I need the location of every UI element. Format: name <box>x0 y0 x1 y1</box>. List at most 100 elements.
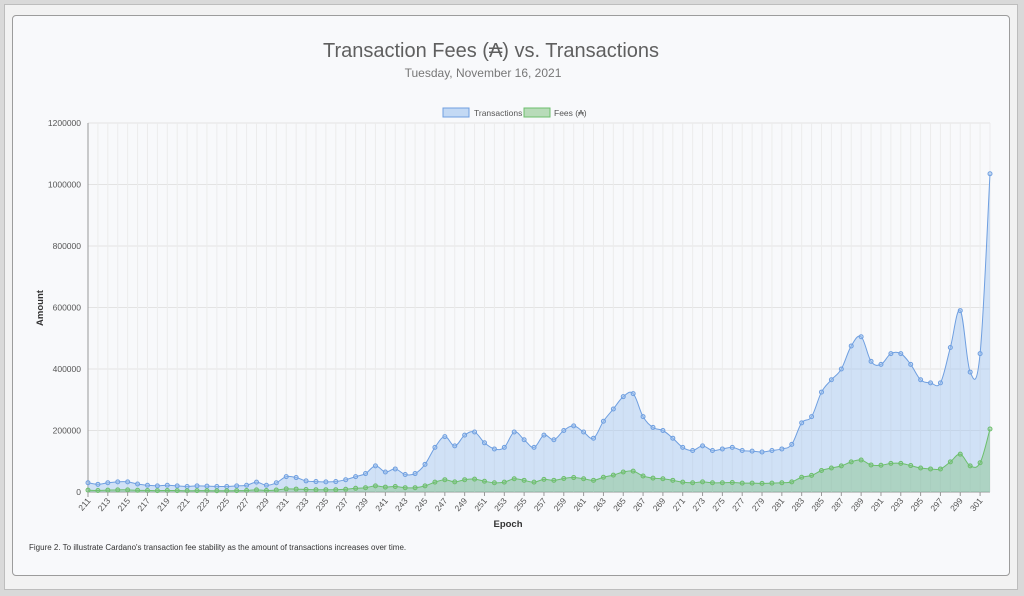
point-transactions[interactable] <box>184 483 190 489</box>
point-transactions[interactable] <box>472 429 478 435</box>
point-transactions[interactable] <box>918 377 924 383</box>
point-transactions[interactable] <box>630 391 636 397</box>
point-fees[interactable] <box>650 475 656 481</box>
point-transactions[interactable] <box>174 483 180 489</box>
point-fees[interactable] <box>700 479 706 485</box>
point-fees[interactable] <box>481 478 487 484</box>
point-fees[interactable] <box>214 488 220 494</box>
point-transactions[interactable] <box>422 461 428 467</box>
point-fees[interactable] <box>918 465 924 471</box>
point-transactions[interactable] <box>214 483 220 489</box>
point-fees[interactable] <box>303 487 309 493</box>
point-fees[interactable] <box>273 487 279 493</box>
point-fees[interactable] <box>164 487 170 493</box>
point-transactions[interactable] <box>977 351 983 357</box>
point-fees[interactable] <box>382 484 388 490</box>
point-transactions[interactable] <box>105 480 111 486</box>
legend-item-fees[interactable]: Fees (₳) <box>523 107 587 118</box>
point-transactions[interactable] <box>719 446 725 452</box>
legend-item-transactions[interactable]: Transactions <box>442 107 522 118</box>
point-transactions[interactable] <box>838 366 844 372</box>
point-transactions[interactable] <box>303 478 309 484</box>
point-transactions[interactable] <box>283 474 289 480</box>
point-fees[interactable] <box>779 480 785 486</box>
point-transactions[interactable] <box>442 434 448 440</box>
point-fees[interactable] <box>848 459 854 465</box>
point-transactions[interactable] <box>660 428 666 433</box>
point-fees[interactable] <box>858 457 864 463</box>
point-transactions[interactable] <box>769 447 775 453</box>
point-fees[interactable] <box>928 466 934 472</box>
point-fees[interactable] <box>878 462 884 468</box>
point-fees[interactable] <box>709 480 715 486</box>
point-transactions[interactable] <box>957 308 963 314</box>
point-transactions[interactable] <box>947 344 953 350</box>
point-transactions[interactable] <box>204 483 210 489</box>
point-fees[interactable] <box>799 474 805 480</box>
point-fees[interactable] <box>363 485 369 491</box>
point-transactions[interactable] <box>382 469 388 475</box>
point-fees[interactable] <box>244 487 250 493</box>
point-fees[interactable] <box>115 487 121 493</box>
point-fees[interactable] <box>135 487 141 493</box>
point-fees[interactable] <box>491 480 497 486</box>
point-transactions[interactable] <box>561 428 567 433</box>
point-transactions[interactable] <box>273 480 279 486</box>
point-fees[interactable] <box>333 487 339 493</box>
point-transactions[interactable] <box>759 449 765 455</box>
point-fees[interactable] <box>372 483 378 489</box>
point-fees[interactable] <box>888 460 894 466</box>
point-fees[interactable] <box>432 479 438 485</box>
point-transactions[interactable] <box>521 437 527 443</box>
point-transactions[interactable] <box>164 482 170 488</box>
point-fees[interactable] <box>660 476 666 482</box>
point-fees[interactable] <box>620 469 626 475</box>
point-fees[interactable] <box>392 483 398 489</box>
point-transactions[interactable] <box>234 483 240 489</box>
point-transactions[interactable] <box>818 389 824 395</box>
point-fees[interactable] <box>422 483 428 489</box>
point-transactions[interactable] <box>967 369 973 375</box>
point-fees[interactable] <box>442 477 448 483</box>
point-transactions[interactable] <box>739 447 745 453</box>
point-fees[interactable] <box>898 460 904 466</box>
point-transactions[interactable] <box>144 482 150 488</box>
point-transactions[interactable] <box>700 443 706 449</box>
point-fees[interactable] <box>511 476 517 482</box>
point-transactions[interactable] <box>452 443 458 449</box>
point-transactions[interactable] <box>868 358 874 364</box>
point-fees[interactable] <box>571 475 577 481</box>
point-fees[interactable] <box>144 487 150 493</box>
point-transactions[interactable] <box>85 480 91 486</box>
point-fees[interactable] <box>283 486 289 492</box>
point-transactions[interactable] <box>372 463 378 469</box>
point-transactions[interactable] <box>511 429 517 435</box>
point-fees[interactable] <box>353 485 359 491</box>
point-transactions[interactable] <box>402 471 408 477</box>
point-fees[interactable] <box>462 477 468 483</box>
point-fees[interactable] <box>174 488 180 494</box>
point-fees[interactable] <box>551 477 557 483</box>
point-transactions[interactable] <box>353 474 359 480</box>
point-fees[interactable] <box>937 466 943 472</box>
point-transactions[interactable] <box>244 482 250 488</box>
point-transactions[interactable] <box>729 444 735 450</box>
point-transactions[interactable] <box>581 429 587 435</box>
point-transactions[interactable] <box>789 441 795 447</box>
point-fees[interactable] <box>85 487 91 493</box>
point-transactions[interactable] <box>491 446 497 452</box>
point-fees[interactable] <box>749 480 755 486</box>
point-fees[interactable] <box>640 473 646 479</box>
point-fees[interactable] <box>769 480 775 486</box>
point-fees[interactable] <box>818 467 824 473</box>
point-fees[interactable] <box>947 459 953 465</box>
point-transactions[interactable] <box>749 448 755 454</box>
point-fees[interactable] <box>521 477 527 483</box>
point-transactions[interactable] <box>432 444 438 450</box>
point-fees[interactable] <box>789 479 795 485</box>
point-transactions[interactable] <box>501 444 507 450</box>
point-transactions[interactable] <box>928 380 934 386</box>
point-fees[interactable] <box>343 486 349 492</box>
point-fees[interactable] <box>630 468 636 474</box>
point-transactions[interactable] <box>224 483 230 489</box>
